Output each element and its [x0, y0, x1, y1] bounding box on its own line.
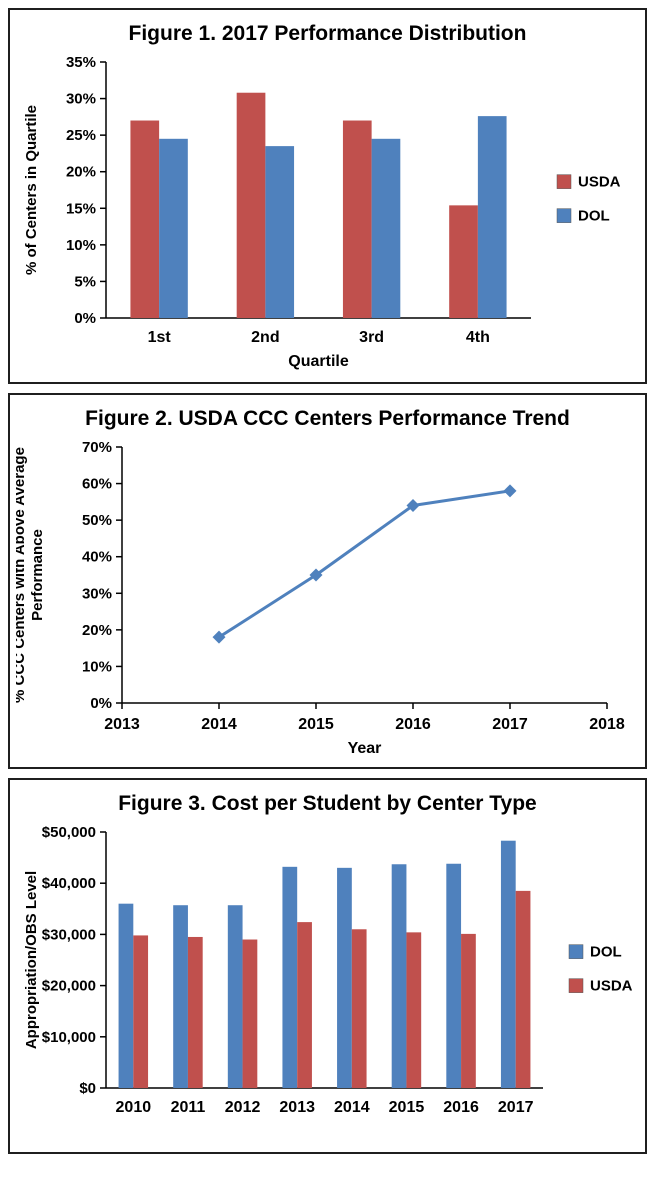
figure-3-title: Figure 3. Cost per Student by Center Typ…: [118, 792, 537, 815]
bar-dol-2016: [446, 863, 462, 1088]
y-tick-label: 0%: [74, 310, 96, 327]
bar-usda-3rd: [342, 120, 372, 318]
y-tick-label: 25%: [66, 127, 96, 144]
bar-usda-2010: [133, 935, 149, 1088]
bar-usda-2016: [461, 933, 476, 1088]
x-tick-label: 2014: [334, 1099, 370, 1116]
bar-dol-2014: [337, 867, 352, 1088]
bar-dol-2011: [173, 905, 188, 1088]
x-tick-label: 2014: [201, 716, 237, 733]
y-tick-label: 5%: [74, 273, 96, 290]
bar-usda-2014: [351, 929, 367, 1088]
x-tick-label: 2010: [116, 1099, 152, 1116]
y-tick-label: 10%: [66, 237, 96, 254]
x-tick-label: 2018: [589, 716, 625, 733]
bar-usda-2015: [406, 932, 422, 1088]
y-tick-label: 20%: [66, 164, 96, 181]
bar-usda-2017: [515, 890, 531, 1088]
bar-usda-4th: [449, 205, 478, 318]
bar-dol-2013: [282, 866, 298, 1088]
bar-dol-2015: [391, 864, 407, 1088]
bar-usda-2013: [297, 922, 312, 1088]
figure-2-title: Figure 2. USDA CCC Centers Performance T…: [85, 407, 570, 430]
figure-1-title: Figure 1. 2017 Performance Distribution: [128, 22, 527, 45]
x-axis-label: Quartile: [288, 353, 349, 370]
x-tick-label: 2nd: [251, 329, 279, 346]
x-tick-label: 2015: [389, 1099, 425, 1116]
y-tick-label: $50,000: [42, 824, 96, 841]
figure-3-chart: $0 $10,000 $20,000 $30,000 $40,000 $50,000 App…: [23, 824, 633, 1116]
bar-dol-2nd: [265, 146, 295, 318]
x-tick-label: 2017: [492, 716, 528, 733]
legend-swatch-dol: [556, 208, 572, 223]
data-point-marker: [503, 484, 517, 498]
y-tick-label: 30%: [66, 91, 96, 108]
bar-usda-2011: [187, 936, 203, 1088]
x-tick-label: 2013: [104, 716, 140, 733]
figure-2-panel: Figure 2. USDA CCC Centers Performance T…: [8, 393, 647, 769]
bar-dol-1st: [159, 138, 188, 318]
y-tick-label: 15%: [66, 200, 96, 217]
data-point-marker: [406, 499, 420, 513]
legend-swatch-usda: [568, 978, 584, 993]
figure-1-chart: 0% 5% 10% 15% 20% 25% 30% 35% % of Centers in Qu…: [23, 54, 621, 370]
legend-label-dol: DOL: [578, 208, 610, 225]
y-tick-label: $20,000: [42, 978, 96, 995]
x-tick-label: 2015: [298, 716, 334, 733]
figure-3-panel: Figure 3. Cost per Student by Center Typ…: [8, 778, 647, 1154]
x-tick-label: 3rd: [359, 329, 384, 346]
legend-label-usda: USDA: [578, 174, 621, 191]
figure-1-panel: Figure 1. 2017 Performance Distribution …: [8, 8, 647, 384]
figure-2-chart: 0% 10% 20% 30% 40% 50% 60% 70% % CCC Centers wit…: [16, 439, 625, 757]
bar-usda-2012: [242, 939, 258, 1088]
y-tick-label: 30%: [82, 585, 112, 602]
y-tick-label: $10,000: [42, 1029, 96, 1046]
bar-dol-2012: [227, 905, 243, 1088]
trend-line: [218, 489, 511, 639]
legend-swatch-dol: [568, 944, 584, 959]
x-tick-label: 2011: [171, 1099, 206, 1116]
y-tick-label: $0: [79, 1080, 96, 1097]
bar-dol-2017: [500, 840, 516, 1088]
x-tick-label: 2013: [279, 1099, 315, 1116]
bar-dol-2010: [118, 903, 134, 1088]
x-axis-label: Year: [348, 740, 382, 757]
legend-label-usda: USDA: [590, 978, 633, 995]
x-tick-label: 2016: [443, 1099, 479, 1116]
data-point-marker: [309, 568, 323, 582]
y-tick-label: 10%: [82, 658, 112, 675]
y-tick-label: 35%: [66, 54, 96, 71]
x-tick-label: 2017: [498, 1099, 534, 1116]
y-tick-label: 40%: [82, 549, 112, 566]
legend-label-dol: DOL: [590, 944, 622, 961]
bar-usda-2nd: [236, 92, 266, 318]
y-tick-label: 60%: [82, 476, 112, 493]
bar-dol-3rd: [371, 138, 401, 318]
y-tick-label: 0%: [90, 695, 112, 712]
data-point-marker: [212, 630, 226, 644]
y-tick-label: 20%: [82, 622, 112, 639]
legend-swatch-usda: [556, 174, 572, 189]
y-tick-label: $30,000: [42, 926, 96, 943]
y-tick-label: 70%: [82, 439, 112, 456]
x-tick-label: 2012: [225, 1099, 261, 1116]
y-axis-label: Appropriation/OBS Level: [23, 871, 40, 1049]
y-axis-label: % CCC Centers with Above AveragePerforma…: [16, 447, 46, 703]
y-tick-label: $40,000: [42, 875, 96, 892]
bar-usda-1st: [130, 120, 160, 318]
y-axis-label: % of Centers in Quartile: [23, 105, 40, 275]
x-tick-label: 1st: [148, 329, 172, 346]
y-tick-label: 50%: [82, 512, 112, 529]
bar-dol-4th: [477, 116, 507, 318]
x-tick-label: 4th: [466, 329, 490, 346]
x-tick-label: 2016: [395, 716, 431, 733]
